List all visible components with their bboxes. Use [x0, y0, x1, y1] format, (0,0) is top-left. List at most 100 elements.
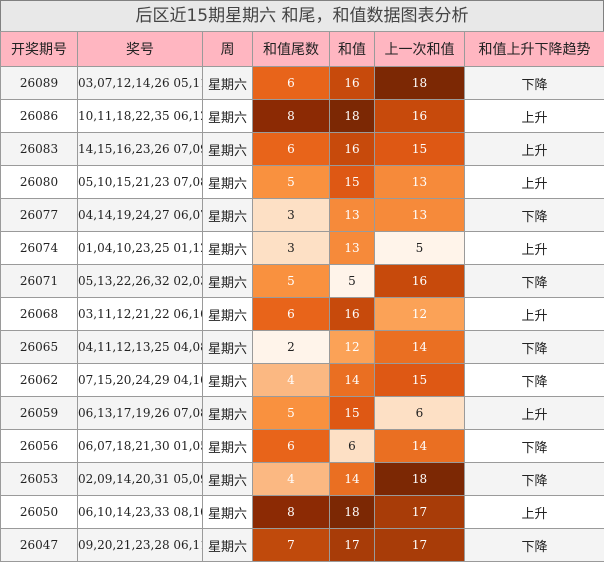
cell-trend: 上升 [465, 100, 604, 133]
cell-issue: 26071 [1, 265, 78, 298]
cell-weekday: 星期六 [203, 100, 253, 133]
cell-sum: 13 [330, 232, 375, 265]
cell-tail: 3 [253, 199, 330, 232]
cell-numbers: 02,09,14,20,31 05,09 [78, 463, 203, 496]
cell-weekday: 星期六 [203, 199, 253, 232]
cell-trend: 上升 [465, 298, 604, 331]
cell-numbers: 14,15,16,23,26 07,09 [78, 133, 203, 166]
cell-issue: 26056 [1, 430, 78, 463]
cell-prev-sum: 16 [375, 265, 465, 298]
cell-weekday: 星期六 [203, 397, 253, 430]
cell-issue: 26059 [1, 397, 78, 430]
cell-sum: 6 [330, 430, 375, 463]
cell-numbers: 03,11,12,21,22 06,10 [78, 298, 203, 331]
data-table: 开奖期号 奖号 周 和值尾数 和值 上一次和值 和值上升下降趋势 26089 03… [0, 31, 604, 562]
cell-numbers: 05,13,22,26,32 02,03 [78, 265, 203, 298]
cell-prev-sum: 15 [375, 133, 465, 166]
cell-prev-sum: 6 [375, 397, 465, 430]
cell-issue: 26065 [1, 331, 78, 364]
cell-tail: 8 [253, 100, 330, 133]
cell-numbers: 05,10,15,21,23 07,08 [78, 166, 203, 199]
cell-numbers: 01,04,10,23,25 01,12 [78, 232, 203, 265]
page-title: 后区近15期星期六 和尾，和值数据图表分析 [0, 0, 604, 31]
cell-sum: 14 [330, 364, 375, 397]
cell-tail: 5 [253, 265, 330, 298]
cell-prev-sum: 17 [375, 529, 465, 562]
cell-weekday: 星期六 [203, 463, 253, 496]
cell-trend: 上升 [465, 133, 604, 166]
cell-prev-sum: 14 [375, 331, 465, 364]
cell-issue: 26050 [1, 496, 78, 529]
cell-tail: 6 [253, 298, 330, 331]
cell-trend: 上升 [465, 397, 604, 430]
cell-tail: 5 [253, 166, 330, 199]
cell-prev-sum: 18 [375, 67, 465, 100]
cell-sum: 16 [330, 133, 375, 166]
cell-sum: 14 [330, 463, 375, 496]
cell-numbers: 06,10,14,23,33 08,10 [78, 496, 203, 529]
cell-sum: 15 [330, 166, 375, 199]
cell-prev-sum: 13 [375, 199, 465, 232]
cell-sum: 16 [330, 298, 375, 331]
cell-issue: 26068 [1, 298, 78, 331]
cell-issue: 26089 [1, 67, 78, 100]
cell-trend: 下降 [465, 463, 604, 496]
cell-weekday: 星期六 [203, 430, 253, 463]
cell-weekday: 星期六 [203, 529, 253, 562]
cell-issue: 26086 [1, 100, 78, 133]
header-prev-sum: 上一次和值 [375, 32, 465, 67]
cell-sum: 16 [330, 67, 375, 100]
header-issue: 开奖期号 [1, 32, 78, 67]
cell-tail: 3 [253, 232, 330, 265]
cell-trend: 上升 [465, 232, 604, 265]
cell-sum: 18 [330, 100, 375, 133]
cell-trend: 下降 [465, 265, 604, 298]
cell-sum: 13 [330, 199, 375, 232]
cell-numbers: 06,07,18,21,30 01,05 [78, 430, 203, 463]
cell-sum: 17 [330, 529, 375, 562]
cell-weekday: 星期六 [203, 166, 253, 199]
cell-tail: 6 [253, 430, 330, 463]
cell-sum: 12 [330, 331, 375, 364]
cell-tail: 8 [253, 496, 330, 529]
cell-issue: 26074 [1, 232, 78, 265]
cell-trend: 上升 [465, 166, 604, 199]
cell-numbers: 06,13,17,19,26 07,08 [78, 397, 203, 430]
cell-prev-sum: 18 [375, 463, 465, 496]
cell-numbers: 04,14,19,24,27 06,07 [78, 199, 203, 232]
cell-sum: 15 [330, 397, 375, 430]
cell-prev-sum: 13 [375, 166, 465, 199]
header-row: 开奖期号 奖号 周 和值尾数 和值 上一次和值 和值上升下降趋势 [1, 32, 604, 67]
cell-weekday: 星期六 [203, 364, 253, 397]
cell-trend: 下降 [465, 67, 604, 100]
cell-weekday: 星期六 [203, 331, 253, 364]
cell-issue: 26083 [1, 133, 78, 166]
cell-trend: 上升 [465, 496, 604, 529]
cell-prev-sum: 14 [375, 430, 465, 463]
cell-issue: 26080 [1, 166, 78, 199]
cell-sum: 18 [330, 496, 375, 529]
header-trend: 和值上升下降趋势 [465, 32, 604, 67]
cell-trend: 下降 [465, 364, 604, 397]
cell-prev-sum: 17 [375, 496, 465, 529]
cell-numbers: 04,11,12,13,25 04,08 [78, 331, 203, 364]
header-numbers: 奖号 [78, 32, 203, 67]
cell-tail: 6 [253, 133, 330, 166]
cell-trend: 下降 [465, 199, 604, 232]
cell-tail: 6 [253, 67, 330, 100]
cell-weekday: 星期六 [203, 133, 253, 166]
cell-numbers: 07,15,20,24,29 04,10 [78, 364, 203, 397]
